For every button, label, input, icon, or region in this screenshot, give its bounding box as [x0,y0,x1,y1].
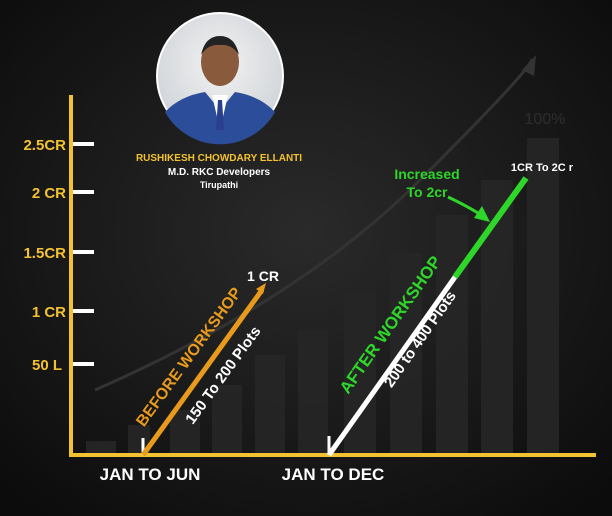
annotation-arrow [447,195,479,215]
bg-bar [170,410,200,455]
y-tick-label: 1.5CR [23,245,66,262]
bg-bar [212,385,242,455]
annotation-line2: To 2cr [407,184,449,200]
y-tick-label: 2 CR [32,185,66,202]
arrow-head-icon [256,283,266,294]
y-ticks [73,142,94,366]
annotation-line1: Increased [394,166,459,182]
series-line-before [140,288,265,457]
profile-name: RUSHIKESH CHOWDARY ELLANTI [136,153,302,164]
bg-bar [298,330,328,455]
series-end-label: 1CR To 2C r [511,162,574,174]
background-arrow-icon [522,55,536,76]
bg-bar [86,441,116,455]
annotation-arrow-head-icon [474,206,490,222]
bg-bar [436,215,468,455]
bg-bar [527,138,559,455]
series-end-label: 1 CR [247,268,279,284]
series-line-increase [452,176,529,279]
profile-role: M.D. RKC Developers [168,167,271,178]
x-tick-label: JAN TO DEC [282,465,385,484]
y-tick-label: 50 L [32,357,62,374]
background-trend-curve [94,58,533,392]
profile-location: Tirupathi [200,180,238,190]
x-tick-label: JAN TO JUN [100,465,201,484]
bg-bar [255,355,285,455]
bg-bar [481,180,513,455]
series-line-after [326,275,458,457]
background-watermark: 100% [525,111,566,128]
y-tick-label: 1 CR [32,304,66,321]
bg-bar [390,253,422,455]
y-tick-label: 2.5CR [23,137,66,154]
background-bars [86,138,559,455]
profile-photo [156,12,284,145]
